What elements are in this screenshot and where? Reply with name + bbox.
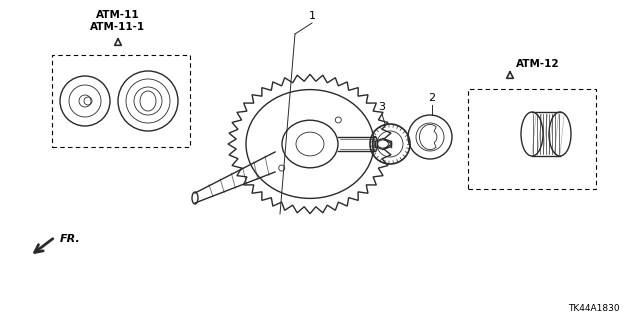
Bar [52, 55, 190, 147]
Text: 1: 1 [308, 11, 316, 21]
Text: 2: 2 [428, 93, 436, 103]
Text: FR.: FR. [60, 234, 81, 244]
Text: ATM-11
ATM-11-1: ATM-11 ATM-11-1 [90, 11, 145, 32]
Text: ATM-12: ATM-12 [516, 59, 560, 69]
Text: 3: 3 [378, 102, 385, 112]
Text: TK44A1830: TK44A1830 [568, 304, 620, 313]
Bar [468, 89, 596, 189]
